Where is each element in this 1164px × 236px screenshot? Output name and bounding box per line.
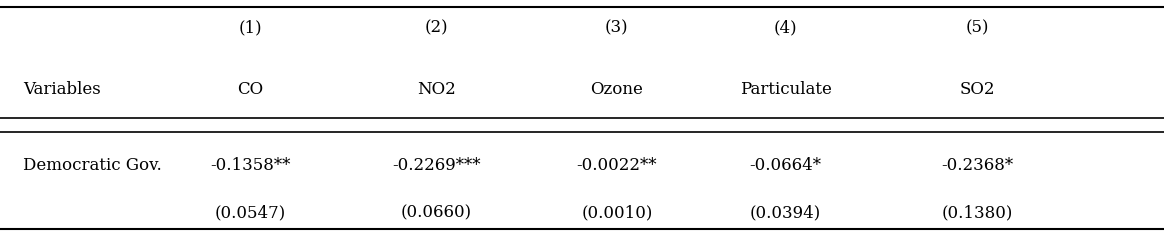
Text: Ozone: Ozone — [590, 81, 644, 98]
Text: Democratic Gov.: Democratic Gov. — [23, 157, 162, 174]
Text: -0.2269***: -0.2269*** — [392, 157, 481, 174]
Text: -0.2368*: -0.2368* — [942, 157, 1014, 174]
Text: Particulate: Particulate — [740, 81, 831, 98]
Text: -0.0664*: -0.0664* — [750, 157, 822, 174]
Text: Variables: Variables — [23, 81, 101, 98]
Text: CO: CO — [237, 81, 263, 98]
Text: -0.0022**: -0.0022** — [576, 157, 658, 174]
Text: (4): (4) — [774, 20, 797, 37]
Text: (1): (1) — [239, 20, 262, 37]
Text: (3): (3) — [605, 20, 629, 37]
Text: (0.0547): (0.0547) — [214, 204, 286, 221]
Text: (0.1380): (0.1380) — [942, 204, 1014, 221]
Text: (2): (2) — [425, 20, 448, 37]
Text: (0.0660): (0.0660) — [400, 204, 473, 221]
Text: (0.0010): (0.0010) — [581, 204, 653, 221]
Text: (5): (5) — [966, 20, 989, 37]
Text: SO2: SO2 — [960, 81, 995, 98]
Text: -0.1358**: -0.1358** — [210, 157, 291, 174]
Text: NO2: NO2 — [417, 81, 456, 98]
Text: (0.0394): (0.0394) — [750, 204, 822, 221]
